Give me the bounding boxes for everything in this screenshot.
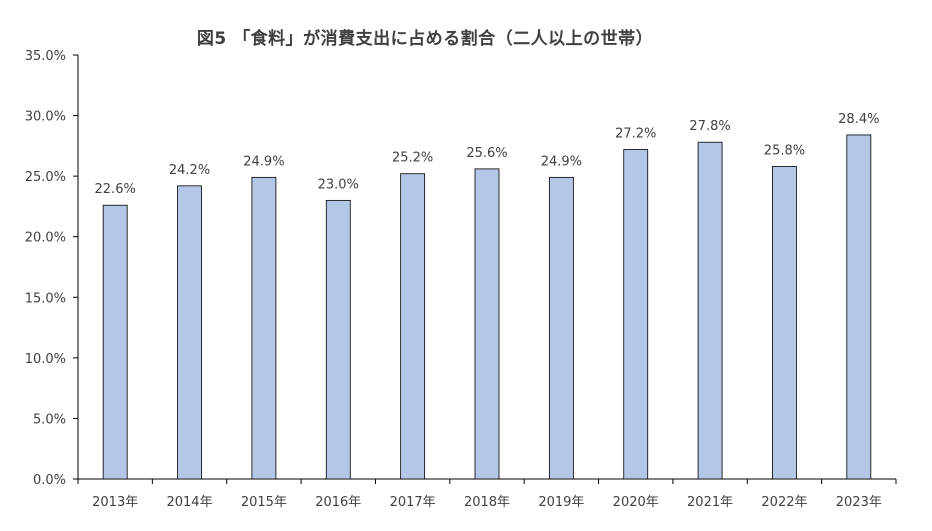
x-tick-label: 2015年 [241,495,287,510]
x-tick-label: 2018年 [464,495,510,510]
y-tick-label: 35.0% [25,49,66,64]
y-tick-label: 30.0% [25,110,66,125]
bar-value-label: 24.2% [169,163,210,178]
bar-value-label: 24.9% [541,154,582,169]
x-tick-label: 2020年 [613,495,659,510]
x-tick-label: 2023年 [836,495,882,510]
bar-2017年 [400,173,426,480]
bar-value-label: 25.6% [466,146,507,161]
x-tick-label: 2021年 [687,495,733,510]
bar-value-label: 22.6% [95,182,136,197]
x-tick-label: 2016年 [315,495,361,510]
bar-2020年 [623,149,649,480]
x-tick-label: 2019年 [538,495,584,510]
bar-value-label: 24.9% [243,154,284,169]
bar-value-label: 23.0% [318,177,359,192]
y-tick-label: 0.0% [33,473,66,488]
x-tick-label: 2017年 [390,495,436,510]
bar-2018年 [474,168,500,480]
bar-2022年 [772,166,797,480]
bar-2014年 [177,185,202,480]
y-tick-label: 20.0% [25,231,66,246]
bar-value-label: 25.8% [764,143,805,158]
y-tick-label: 25.0% [25,170,66,185]
bar-2021年 [697,141,723,480]
x-tick-label: 2013年 [92,495,138,510]
bar-2016年 [325,199,351,480]
x-tick-label: 2014年 [166,495,212,510]
x-tick-label: 2022年 [761,495,807,510]
bar-value-label: 25.2% [392,151,433,166]
bar-2019年 [548,176,574,480]
y-tick-label: 15.0% [25,291,66,306]
chart-title: 図5 「食料」が消費支出に占める割合（二人以上の世帯） [196,29,654,49]
bar-2013年 [102,204,128,480]
bar-value-label: 27.8% [689,119,730,134]
bar-2015年 [251,176,277,480]
y-tick-label: 5.0% [33,412,66,427]
bar-2023年 [846,134,872,480]
bar-value-label: 27.2% [615,126,656,141]
y-tick-label: 10.0% [25,352,66,367]
bar-value-label: 28.4% [838,112,879,127]
